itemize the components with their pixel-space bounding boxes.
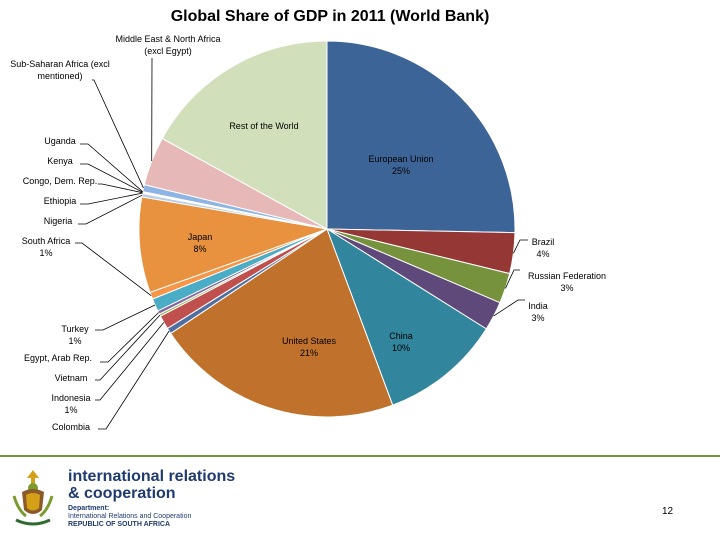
leader-line-sub-saharan-africa-excl-mentioned [92,79,144,189]
slice-label-indonesia-1: Indonesia [51,393,90,403]
leader-line-congo-dem-rep [98,183,143,194]
slice-label-russia-1: Russian Federation [528,271,606,281]
slice-label-us-2: 21% [300,348,318,358]
slice-label-congo: Congo, Dem. Rep. [23,176,98,186]
slice-label-south-africa-1: South Africa [22,236,71,246]
slice-label-kenya: Kenya [47,156,73,166]
leader-line-kenya [80,163,143,193]
slice-label-south-africa-2: 1% [39,248,52,258]
slice-label-us-1: United States [282,336,337,346]
slice-label-brazil-1: Brazil [532,237,555,247]
leader-line-uganda [80,143,143,193]
leader-line-turkey [95,304,156,331]
pie-slice-china [326,227,487,406]
slice-label-india-2: 3% [531,313,544,323]
brand-line-1: international relations [68,468,236,485]
leader-line-colombia [98,330,170,430]
slice-label-india-1: India [528,301,548,311]
slice-label-indonesia-2: 1% [64,405,77,415]
slice-label-turkey-1: Turkey [61,324,89,334]
slice-label-mena-2: (excl Egypt) [144,46,192,56]
slice-label-brazil-2: 4% [536,249,549,259]
slice-label-egypt: Egypt, Arab Rep. [24,353,92,363]
leader-line-india [493,299,525,317]
slice-label-russia-2: 3% [560,283,573,293]
pie-slice-japan [138,196,329,294]
chart-title: Global Share of GDP in 2011 (World Bank) [170,8,490,25]
slice-label-china-1: China [389,331,413,341]
leader-line-nigeria [78,194,143,225]
slice-label-japan-2: 8% [193,244,206,254]
pie-slice-rest-of-the-world [161,40,328,230]
page-number: 12 [662,506,674,517]
slice-label-eu-2: 25% [392,166,410,176]
leader-line-indonesia [95,322,165,401]
leader-line-ethiopia [80,192,143,205]
coat-of-arms-icon [12,470,54,526]
slice-label-uganda: Uganda [44,136,76,146]
slice-label-ssa-2: mentioned) [37,71,82,81]
slice-label-japan-1: Japan [188,232,213,242]
leader-line-vietnam [95,314,161,381]
slice-label-nigeria: Nigeria [44,216,73,226]
department-line-1: Department: [68,505,110,512]
department-line-2: International Relations and Cooperation [68,513,192,520]
slice-label-china-2: 10% [392,343,410,353]
dirco-logo: international relations & cooperation De… [8,466,235,530]
slice-label-vietnam: Vietnam [55,373,88,383]
pie-chart: Middle East & North Africa (excl Egypt) Su… [10,34,606,432]
slice-label-ssa-1: Sub-Saharan Africa (excl [10,59,110,69]
department-line-3: REPUBLIC OF SOUTH AFRICA [68,521,171,528]
leader-line-south-africa [75,242,152,297]
slice-label-eu-1: European Union [368,154,433,164]
leader-line-brazil [513,239,528,254]
slice-label-mena-1: Middle East & North Africa [115,34,220,44]
slice-label-turkey-2: 1% [68,336,81,346]
brand-line-2: & cooperation [68,485,176,502]
slice-label-ethiopia: Ethiopia [44,196,77,206]
footer-divider [0,455,720,457]
leader-line-egypt-arab-rep [100,312,159,363]
pie-slice-united-states [169,228,394,418]
pie-slice-european-union [326,40,516,234]
leader-line-russian-federation [505,269,520,289]
slice-label-colombia: Colombia [52,422,90,432]
slice-label-rest: Rest of the World [229,121,298,131]
